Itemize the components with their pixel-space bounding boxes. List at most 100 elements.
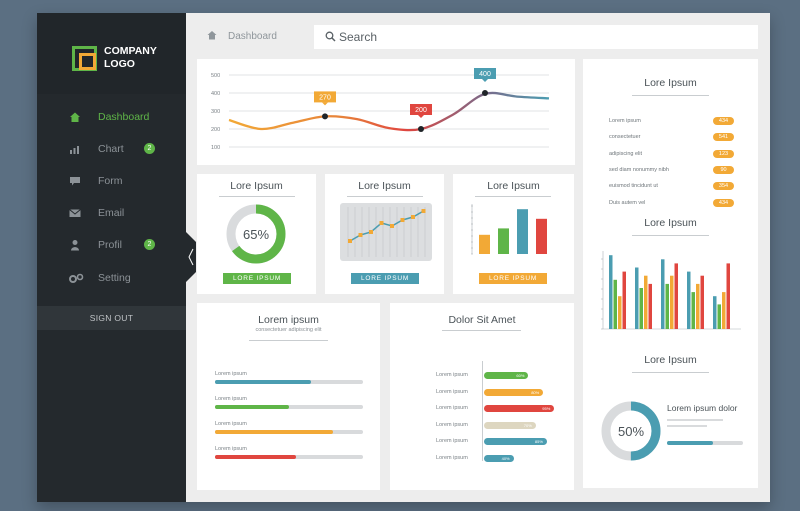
callout-box [410,104,432,115]
data-point [322,113,328,120]
sidebar-item-chart[interactable]: Chart 2 [37,135,186,165]
title-underline [632,235,709,236]
sidebar-item-label: Form [98,175,123,187]
bar [665,283,669,329]
right-panel: Lore Ipsum Lorem ipsum 434 consectetuer 541… [583,59,758,488]
hbar-label: Lorem ipsum [436,405,468,411]
sidebar-item-email[interactable]: Email [37,199,186,229]
donut-chart: 65% [226,204,286,264]
hbar-label: Lorem ipsum [436,454,468,461]
bar [691,292,695,329]
donut-card: Lore Ipsum 65% LORE IPSUM [197,174,316,294]
data-point [390,224,394,228]
hbar-value: 40% [501,455,510,461]
sidebar-item-profil[interactable]: Profil 2 [37,231,186,261]
chat-icon [70,177,80,186]
sidebar-item-form[interactable]: Form [37,167,186,197]
callout-pointer [322,102,328,106]
home-icon [70,112,80,122]
list-item-label: consectetuer [609,134,641,141]
card-title: Lore Ipsum [358,180,411,192]
bar [700,275,704,329]
bar [635,267,639,329]
search-placeholder: Search [339,30,378,44]
bar [498,228,509,254]
sidebar-item-label: Chart [98,143,124,155]
card-title: Lore Ipsum [487,180,540,192]
sidebar-item-setting[interactable]: Setting [37,264,186,294]
hbar-value: 60% [516,373,525,378]
sidebar-item-label: Dashboard [98,111,150,123]
y-tick-label: 200 [211,127,220,133]
breadcrumb[interactable]: Dashboard [228,31,277,42]
callout-label: 200 [415,107,427,114]
hbar-bar [484,372,529,379]
card-title: Lore Ipsum [230,180,283,192]
data-point [482,90,488,96]
list-item-label: sed diam nonummy nibh [609,166,669,173]
grouped-bar-chart [601,251,741,330]
progress-card: Lorem ipsum consectetuer adipiscing elit… [197,303,380,490]
data-point [421,209,426,213]
list-item-value: 434 [713,117,734,125]
title-underline [475,196,551,197]
sidebar-item-dashboard[interactable]: Dashboard [37,103,186,133]
lore-ipsum-button[interactable]: LORE IPSUM [351,273,419,284]
list-item-value: 541 [713,133,734,142]
sidebar: COMPANY LOGO Dashboard Chart 2 Form Emai… [37,13,186,502]
title-underline [632,95,709,96]
hbar-value: 70% [523,422,532,428]
data-point [418,126,424,132]
placeholder-text-line [667,419,723,421]
hbar-bar [484,388,544,396]
bar-chart-icon [70,146,79,154]
callout-box [314,91,336,103]
y-tick-label: 100 [211,145,220,151]
bar [479,234,490,254]
hbar-label: Lorem ipsum [436,388,468,395]
donut-value: 65% [243,227,269,242]
data-point [400,218,405,222]
donut-value: 50% [618,424,644,439]
bar [670,275,674,329]
bar [687,271,691,329]
bar [639,288,643,329]
search-input[interactable]: Search [314,25,758,49]
bar [726,263,730,329]
list-item-label: euismod tincidunt ut [609,183,658,190]
callout-box [474,68,496,79]
series-line [228,91,550,132]
list-item-label: Duis autem vel [609,199,646,206]
hbar-value: 95% [542,406,551,411]
hbar-bar [484,421,536,429]
list-item-label: Lorem ipsum [609,118,641,124]
collapse-sidebar-handle[interactable] [186,232,196,282]
logo-icon [72,46,97,71]
progress-fill [215,430,334,434]
progress-fill [215,455,297,459]
bar [722,292,726,329]
card-title: Dolor Sit Amet [448,314,516,326]
search-icon [325,31,336,42]
bar [618,296,622,329]
progress-label: Lorem ipsum [215,421,247,427]
callout-label: 270 [319,94,331,101]
sign-out-button[interactable]: SIGN OUT [37,306,186,330]
logo-line-2: LOGO [104,58,135,70]
bar [609,255,613,329]
hbar-label: Lorem ipsum [436,372,468,378]
card-title: Lore Ipsum [644,217,697,229]
bar [622,271,626,329]
callout-pointer [482,79,488,82]
logo-area: COMPANY LOGO [37,13,186,94]
envelope-icon [69,209,81,217]
y-tick-label: 500 [211,73,220,79]
title-underline [219,196,295,197]
lore-ipsum-button[interactable]: LORE IPSUM [223,273,291,284]
donut-heading: Lorem ipsum dolor [667,403,738,413]
home-icon[interactable] [207,30,217,40]
data-point [358,233,363,237]
hbar-label: Lorem ipsum [436,438,468,444]
lore-ipsum-button[interactable]: LORE IPSUM [479,273,547,284]
data-point [369,230,373,234]
